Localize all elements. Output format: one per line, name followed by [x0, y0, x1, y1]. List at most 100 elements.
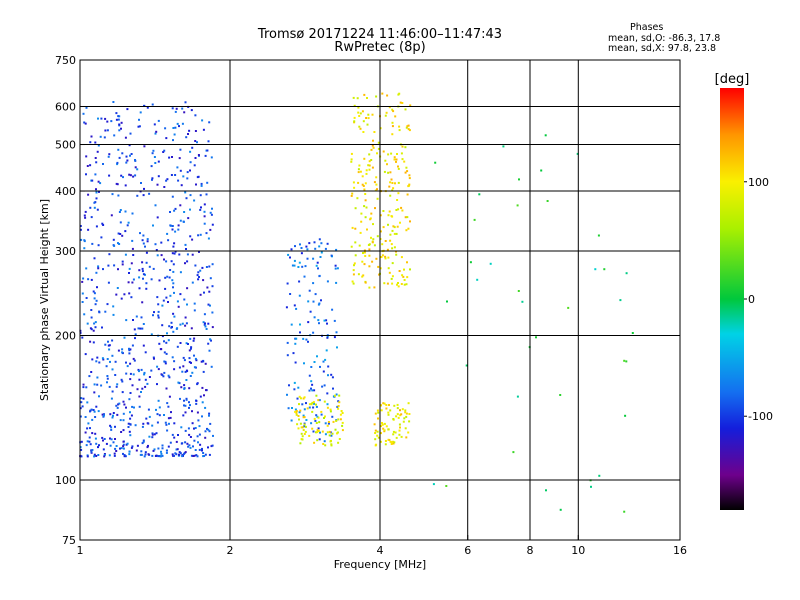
data-point: [373, 131, 376, 133]
data-point: [391, 247, 394, 250]
data-point: [631, 332, 634, 334]
data-point: [300, 426, 303, 429]
data-point: [155, 408, 157, 411]
data-point: [140, 316, 143, 319]
data-point: [317, 267, 319, 270]
data-point: [125, 155, 128, 158]
data-point: [308, 374, 311, 377]
data-point: [90, 216, 93, 219]
data-point: [180, 184, 183, 187]
data-point: [143, 455, 146, 458]
data-point: [196, 435, 199, 438]
data-point: [361, 110, 364, 113]
data-point: [199, 395, 202, 398]
data-point: [409, 268, 411, 271]
data-point: [129, 372, 132, 375]
data-point: [173, 242, 176, 245]
data-point: [392, 433, 395, 436]
data-point: [298, 403, 300, 406]
data-point: [186, 171, 189, 174]
data-point: [194, 140, 197, 142]
data-point: [363, 188, 366, 191]
y-tick-label: 75: [62, 534, 76, 547]
data-point: [294, 361, 297, 364]
data-point: [432, 483, 435, 486]
data-point: [146, 106, 149, 109]
data-point: [124, 253, 127, 256]
data-point: [332, 387, 334, 390]
data-point: [196, 274, 199, 277]
data-point: [377, 417, 379, 420]
data-point: [182, 220, 185, 223]
data-point: [326, 242, 329, 245]
data-point: [93, 297, 96, 300]
data-point: [197, 419, 200, 422]
data-point: [121, 152, 124, 155]
data-point: [185, 248, 187, 250]
data-point: [143, 373, 146, 376]
data-point: [190, 347, 192, 350]
data-point: [116, 163, 119, 166]
data-point: [286, 282, 289, 285]
data-point: [306, 407, 309, 410]
data-point: [203, 215, 206, 218]
data-point: [96, 356, 99, 359]
data-point: [151, 103, 154, 106]
data-point: [311, 427, 314, 430]
data-point: [141, 327, 144, 330]
data-point: [95, 360, 98, 363]
data-point: [128, 352, 131, 355]
data-point: [156, 216, 159, 219]
data-point: [91, 179, 94, 182]
data-point: [154, 204, 157, 207]
data-point: [94, 157, 97, 159]
data-point: [286, 354, 289, 357]
data-point: [138, 118, 140, 121]
data-point: [101, 357, 104, 360]
data-point: [372, 238, 375, 241]
data-point: [390, 178, 393, 181]
data-point: [158, 414, 161, 417]
data-point: [131, 445, 134, 448]
data-point: [364, 193, 367, 195]
data-point: [189, 436, 192, 438]
data-point: [127, 422, 130, 425]
data-point: [406, 125, 409, 128]
data-point: [185, 398, 188, 401]
data-point: [305, 419, 308, 421]
data-point: [365, 117, 368, 119]
data-point: [358, 244, 361, 247]
data-point: [178, 382, 181, 385]
data-point: [211, 263, 214, 266]
data-point: [120, 174, 123, 177]
data-point: [182, 453, 185, 456]
data-point: [287, 407, 290, 410]
data-point: [115, 385, 118, 388]
data-point: [303, 425, 306, 428]
data-point: [311, 383, 314, 386]
data-point: [96, 150, 99, 153]
data-point: [405, 166, 408, 169]
data-point: [317, 416, 320, 419]
data-point: [387, 256, 390, 259]
color-scale-tick-label: 100: [748, 176, 769, 189]
data-point: [188, 357, 191, 360]
data-point: [302, 416, 305, 419]
data-point: [95, 191, 98, 194]
data-point: [594, 268, 597, 271]
data-point: [139, 111, 142, 114]
data-point: [176, 327, 179, 330]
data-point: [147, 408, 150, 411]
data-point: [173, 291, 175, 294]
data-point: [382, 226, 385, 229]
data-point: [205, 266, 208, 268]
data-point: [389, 409, 392, 412]
data-point: [408, 413, 411, 415]
data-point: [136, 168, 139, 171]
data-point: [136, 444, 139, 447]
data-point: [174, 126, 177, 129]
data-point: [93, 257, 96, 260]
data-point: [131, 344, 134, 347]
data-point: [318, 438, 321, 441]
data-point: [322, 370, 325, 373]
